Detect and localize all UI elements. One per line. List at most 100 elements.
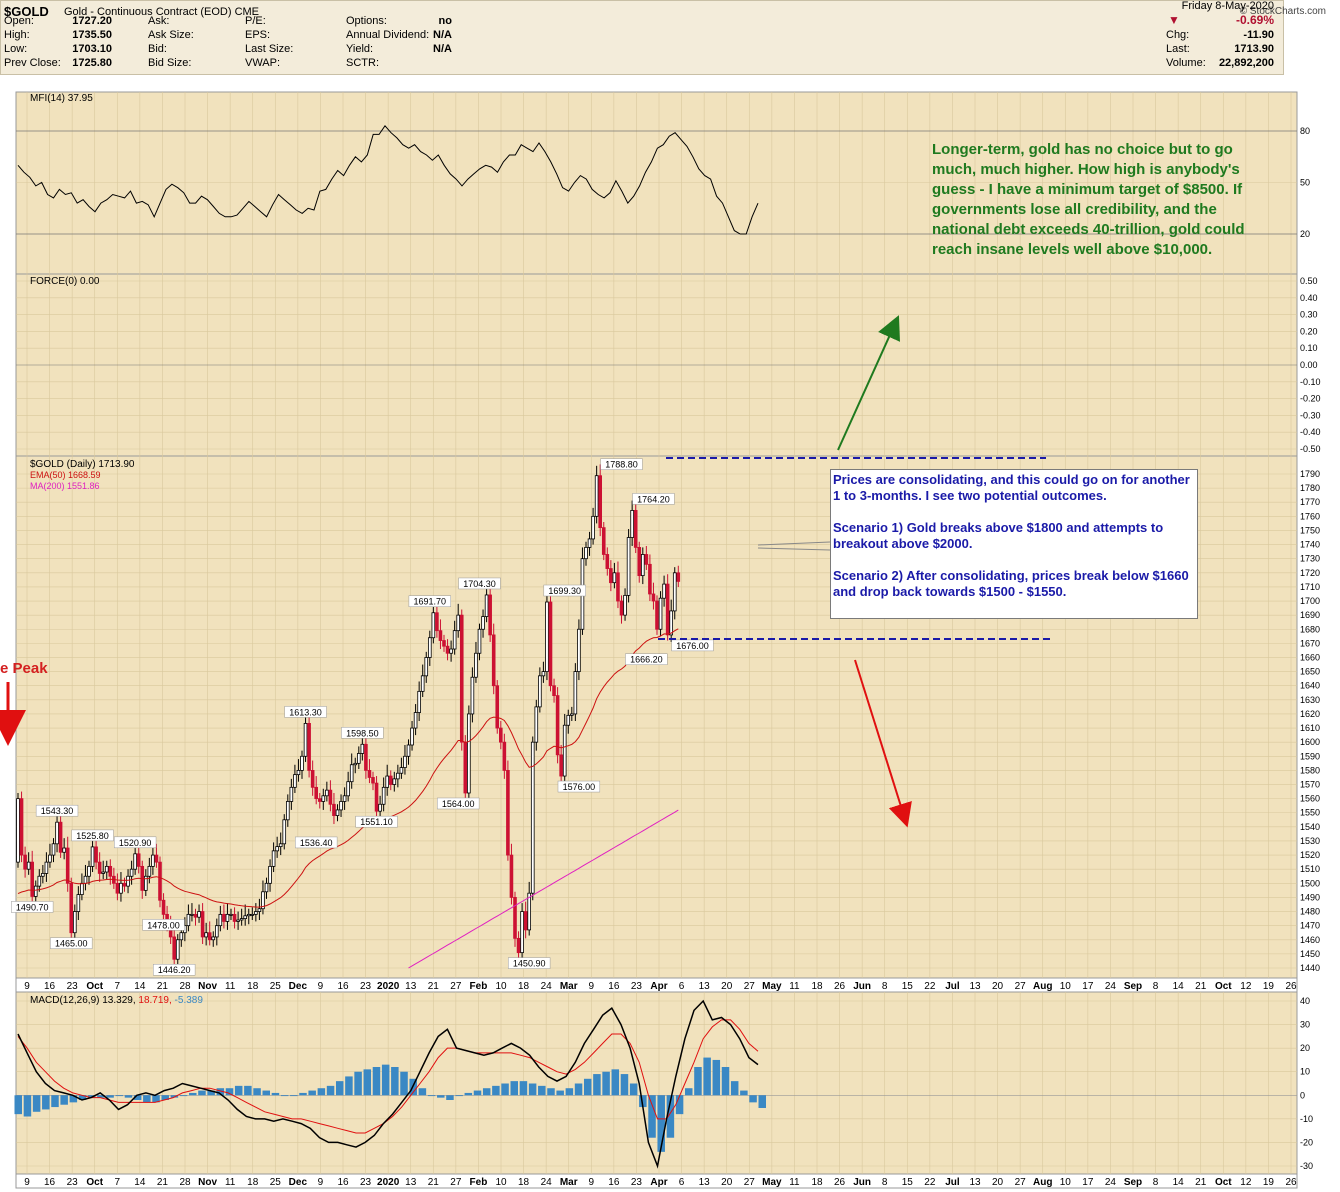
date-tick-label-bottom: 28 [179, 1177, 191, 1188]
price-candle-body [48, 854, 52, 863]
macd-histogram-bar [482, 1088, 491, 1096]
price-candle-body [69, 882, 74, 934]
price-label: 1551.10 [360, 817, 393, 827]
date-tick-label: 15 [902, 981, 914, 992]
price-label-box [437, 797, 480, 810]
date-tick-label-bottom: Aug [1033, 1177, 1052, 1188]
macd-histogram-bar [290, 1095, 298, 1097]
price-label-box [35, 804, 79, 817]
date-tick-label: 26 [834, 981, 846, 992]
price-candle-body [190, 913, 194, 916]
date-tick-label: 21 [1195, 981, 1207, 992]
price-candle-body [570, 713, 574, 716]
chart-symbol: $GOLD [4, 4, 49, 19]
date-tick-label: 24 [1105, 981, 1117, 992]
macd-histogram-bar [244, 1085, 252, 1096]
price-candle-body [626, 537, 631, 596]
price-candle-body [300, 755, 304, 771]
price-candle-body [523, 911, 528, 931]
date-tick-label-bottom: 11 [225, 1177, 236, 1188]
price-candle-body [282, 819, 287, 845]
price-label: 1525.80 [76, 831, 109, 841]
macd-histogram-bar [97, 1095, 105, 1098]
price-candle-body [321, 795, 326, 802]
price-candle-body [278, 843, 283, 848]
price-candle-body [655, 600, 659, 630]
sctr-label: SCTR: [346, 57, 379, 69]
price-candle-body [236, 919, 240, 922]
date-tick-label-bottom: 13 [969, 1177, 981, 1188]
macd-line [17, 999, 759, 1169]
date-tick-label-bottom: 22 [924, 1177, 936, 1188]
date-tick-label-bottom: 8 [882, 1177, 888, 1188]
macd-histogram-bar [189, 1092, 197, 1096]
date-tick-label-bottom: Dec [289, 1177, 308, 1188]
price-candle-body [566, 714, 571, 726]
macd-histogram-bar [620, 1074, 629, 1096]
date-tick-label: 23 [631, 981, 643, 992]
scenario-1-text: Scenario 1) Gold breaks above $1800 and … [833, 520, 1164, 551]
macd-histogram-bar [574, 1083, 583, 1096]
price-candle-body [662, 583, 666, 599]
price-label-box [632, 493, 675, 505]
macd-histogram-bar [547, 1088, 555, 1096]
date-tick-label: 10 [495, 981, 507, 992]
date-tick-label-bottom: May [762, 1177, 782, 1188]
price-tick-label: 1770 [1300, 497, 1320, 507]
high-value: 1735.50 [72, 29, 112, 41]
price-candle-body [44, 861, 49, 874]
macd-histogram-bar [685, 1088, 693, 1096]
date-tick-label: 28 [179, 981, 191, 992]
date-tick-label-bottom: 25 [270, 1177, 282, 1188]
high-label: High: [4, 29, 30, 41]
macd-histogram-bar [648, 1095, 656, 1138]
price-candle-body [623, 594, 627, 616]
price-candle-body [94, 846, 98, 863]
macd-histogram-bar [372, 1067, 381, 1096]
date-tick-label-bottom: 27 [1015, 1177, 1027, 1188]
price-candle-body [672, 572, 677, 612]
price-candle-body [399, 767, 404, 774]
price-label-box [142, 919, 185, 931]
price-candle-body [303, 722, 308, 757]
date-tick-label: 23 [67, 981, 79, 992]
macd-histogram-bar [23, 1095, 32, 1117]
mfi-tick-label: 50 [1300, 178, 1310, 188]
macd-histogram-bar [730, 1081, 739, 1096]
price-candle-body [307, 722, 311, 771]
price-label-box [71, 829, 114, 842]
macd-histogram-bar [455, 1095, 463, 1097]
price-tick-label: 1510 [1300, 864, 1320, 874]
bid-size-label: Bid Size: [148, 57, 192, 69]
macd-histogram-bar [60, 1095, 68, 1105]
price-tick-label: 1550 [1300, 808, 1320, 818]
macd-tick-label: -30 [1300, 1161, 1313, 1171]
quote-date: Friday 8-May-2020 [1181, 0, 1274, 12]
date-tick-label: 10 [1060, 981, 1072, 992]
macd-histogram-bar [216, 1088, 225, 1096]
date-tick-label-bottom: 9 [318, 1177, 324, 1188]
price-candle-body [637, 546, 642, 577]
price-candle-body [97, 861, 102, 874]
price-label: 1598.50 [346, 728, 379, 738]
price-tick-label: 1690 [1300, 610, 1320, 620]
price-candle-body [239, 918, 244, 921]
price-candle-body [420, 675, 425, 692]
date-tick-label-bottom: 21 [428, 1177, 440, 1188]
date-tick-label: Feb [470, 981, 488, 992]
macd-histogram-bar [106, 1095, 114, 1098]
force-tick-label: 0.30 [1300, 310, 1318, 320]
date-tick-label: 22 [924, 981, 936, 992]
price-candle-body [488, 594, 492, 636]
date-tick-label: 11 [225, 981, 236, 992]
long-term-commentary: Longer-term, gold has no choice but to g… [932, 141, 1245, 258]
price-candle-body [648, 563, 652, 595]
price-candle-body [243, 915, 248, 920]
date-tick-label-bottom: Nov [198, 1177, 217, 1188]
price-candle-body [449, 648, 453, 654]
macd-histogram-bar [400, 1071, 408, 1096]
date-tick-label-bottom: 10 [1060, 1177, 1072, 1188]
price-candle-body [193, 913, 198, 918]
price-candle-body [406, 744, 411, 757]
price-candle-body [427, 637, 432, 658]
